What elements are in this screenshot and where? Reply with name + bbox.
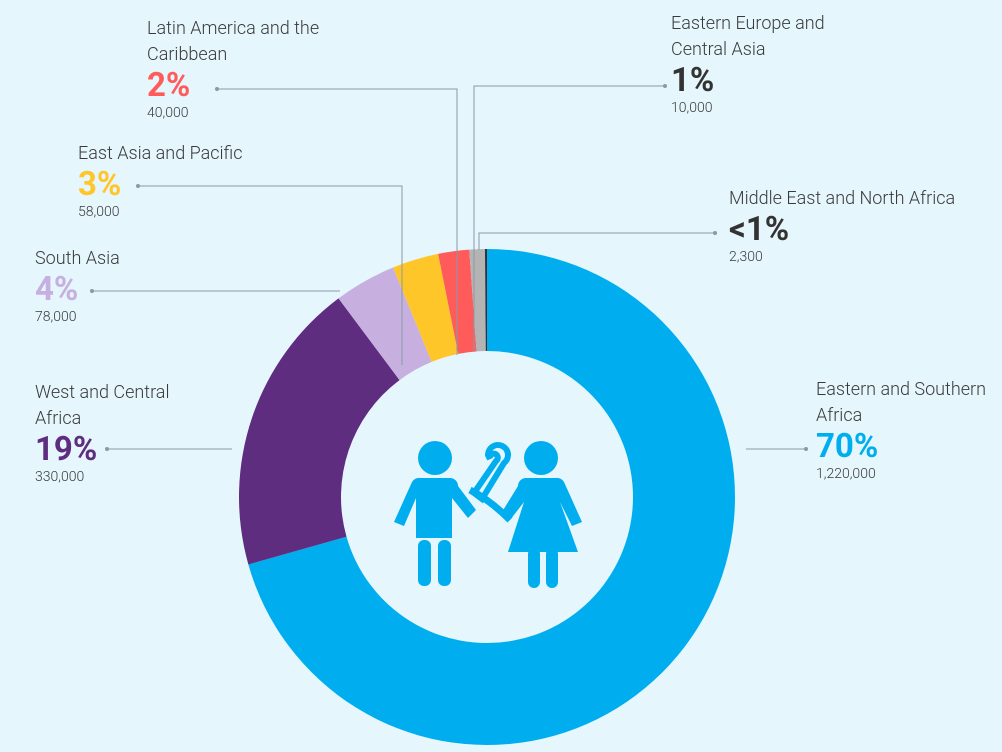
percent-label: 1% <box>671 61 715 100</box>
percent-label: <1% <box>729 210 790 249</box>
slice-label: Eastern Europe and Central Asia 1% 10,000 <box>671 11 871 117</box>
slice-label: South Asia 4% 78,000 <box>35 246 195 326</box>
count-label: 10,000 <box>671 100 713 116</box>
slice-label: East Asia and Pacific 3% 58,000 <box>78 141 338 221</box>
percent-label: 70% <box>816 427 879 466</box>
leader-line <box>217 88 458 355</box>
leader-dot <box>663 84 667 88</box>
count-label: 40,000 <box>147 105 189 121</box>
category-name: Latin America and the Caribbean <box>147 18 320 65</box>
slice-label: Latin America and the Caribbean 2% 40,000 <box>147 16 327 122</box>
leader-dot <box>90 289 94 293</box>
category-name: Eastern and Southern Africa <box>816 379 986 426</box>
count-label: 58,000 <box>78 204 120 220</box>
percent-label: 19% <box>35 430 98 469</box>
percent-label: 2% <box>147 66 191 105</box>
category-name: Eastern Europe and Central Asia <box>671 13 825 60</box>
count-label: 2,300 <box>729 249 763 265</box>
category-name: Middle East and North Africa <box>729 188 956 209</box>
donut-slice <box>469 249 486 352</box>
count-label: 78,000 <box>35 309 77 325</box>
count-label: 330,000 <box>35 469 85 485</box>
donut-slice <box>239 298 400 565</box>
donut-slice <box>484 249 487 352</box>
donut-slice <box>393 253 459 362</box>
slice-label: West and Central Africa 19% 330,000 <box>35 380 175 486</box>
category-name: East Asia and Pacific <box>78 143 243 164</box>
leader-dot <box>136 184 140 188</box>
count-label: 1,220,000 <box>816 466 876 482</box>
slice-label: Middle East and North Africa <1% 2,300 <box>729 186 1002 266</box>
donut-slice <box>338 267 432 381</box>
leader-line <box>478 232 715 250</box>
percent-label: 3% <box>78 165 122 204</box>
leader-dot <box>713 231 717 235</box>
slice-label: Eastern and Southern Africa 70% 1,220,000 <box>816 377 986 483</box>
percent-label: 4% <box>35 270 79 309</box>
leader-dot <box>215 87 219 91</box>
children-icon <box>394 441 582 588</box>
category-name: South Asia <box>35 248 120 269</box>
donut-slice <box>248 249 735 745</box>
leader-dot <box>105 447 109 451</box>
category-name: West and Central Africa <box>35 382 170 429</box>
leader-line <box>473 85 665 352</box>
leader-dot <box>804 447 808 451</box>
leader-line <box>138 185 403 365</box>
